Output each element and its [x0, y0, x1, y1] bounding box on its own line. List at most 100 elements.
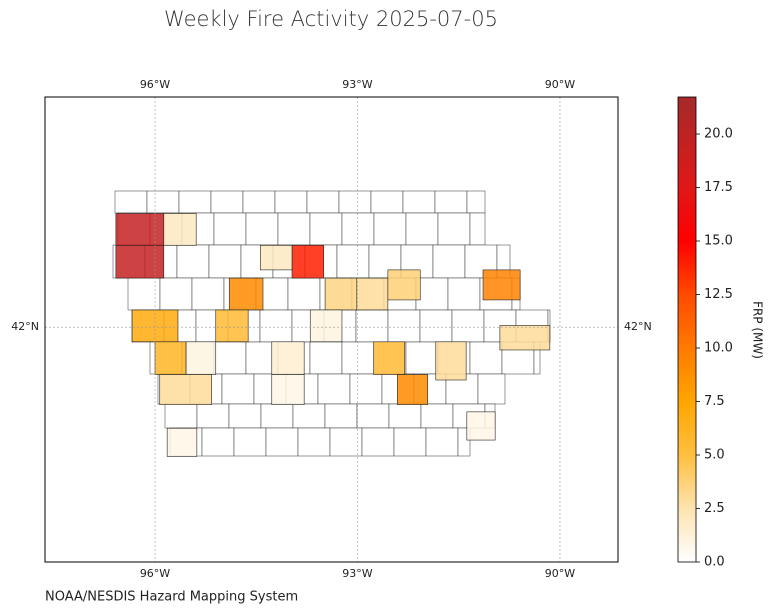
county: [402, 190, 436, 214]
x-tick-label: 90°W: [545, 567, 575, 580]
colorbar-tick-label: 20.0: [704, 127, 733, 142]
county: [373, 212, 407, 246]
colorbar-tick-label: 2.5: [704, 501, 725, 516]
fire-region: [166, 427, 198, 457]
colorbar-tick-label: 12.5: [704, 287, 733, 302]
county: [405, 212, 439, 246]
county: [242, 190, 276, 214]
x-tick-label: 96°W: [140, 78, 170, 91]
county: [233, 427, 267, 457]
county: [415, 277, 449, 311]
county: [338, 190, 372, 214]
county: [309, 341, 343, 375]
fire-region: [373, 341, 406, 375]
colorbar-tick-label: 15.0: [704, 234, 733, 249]
county: [324, 403, 358, 429]
county: [437, 212, 471, 246]
county: [393, 427, 427, 457]
county: [245, 212, 279, 246]
x-tick-label: 93°W: [342, 567, 372, 580]
fire-region: [228, 277, 264, 311]
county: [191, 277, 225, 311]
colorbar-tick-label: 7.5: [704, 394, 725, 409]
county: [213, 212, 247, 246]
county: [341, 212, 375, 246]
county: [341, 341, 375, 375]
county: [477, 373, 506, 405]
fire-region: [159, 374, 213, 405]
county: [228, 403, 262, 429]
colorbar-tick-label: 17.5: [704, 180, 733, 195]
fire-region: [309, 309, 343, 343]
county: [469, 212, 486, 246]
county: [265, 427, 299, 457]
county: [309, 212, 343, 246]
fire-region: [215, 309, 249, 343]
county: [178, 190, 212, 214]
source-note: NOAA/NESDIS Hazard Mapping System: [45, 590, 298, 605]
county: [466, 190, 486, 214]
county: [420, 403, 454, 429]
y-tick-label: 42°N: [624, 320, 652, 333]
map-layer: [45, 97, 618, 562]
county: [146, 190, 180, 214]
fire-region: [466, 411, 496, 441]
colorbar-tick-label: 0.0: [704, 555, 725, 570]
county: [221, 373, 255, 405]
county: [361, 427, 395, 457]
county: [260, 403, 294, 429]
x-tick-label: 93°W: [342, 78, 372, 91]
y-tick-label: 42°N: [11, 320, 39, 333]
fire-region: [115, 213, 165, 246]
x-tick-label: 90°W: [545, 78, 575, 91]
colorbar: [677, 96, 697, 563]
county: [201, 427, 235, 457]
county: [297, 427, 331, 457]
fire-region: [435, 341, 467, 381]
county: [370, 190, 404, 214]
county: [210, 190, 244, 214]
county: [274, 190, 308, 214]
county: [196, 403, 230, 429]
county: [127, 277, 161, 311]
county: [277, 212, 311, 246]
map-title: Weekly Fire Activity 2025-07-05: [164, 7, 498, 31]
county-grid: [112, 190, 551, 457]
fire-region: [259, 245, 293, 271]
county: [259, 309, 293, 343]
county: [208, 244, 242, 279]
county: [159, 277, 193, 311]
county: [447, 277, 481, 311]
fire-region: [499, 325, 551, 351]
county: [405, 341, 439, 375]
county: [469, 341, 503, 375]
fire-region: [271, 374, 305, 405]
colorbar-label: FRP (MW): [751, 301, 765, 359]
map-frame: [44, 96, 619, 563]
county: [387, 309, 421, 343]
county: [317, 373, 351, 405]
fire-region: [271, 341, 305, 375]
county: [388, 403, 422, 429]
county: [356, 403, 390, 429]
county: [451, 309, 485, 343]
colorbar-tick-label: 5.0: [704, 448, 725, 463]
fire-region: [482, 269, 521, 301]
fire-region: [356, 277, 389, 311]
county: [419, 309, 453, 343]
fire-region: [154, 341, 187, 375]
county: [336, 244, 370, 279]
fire-region: [387, 269, 421, 301]
fire-region: [163, 213, 197, 246]
county: [114, 190, 148, 214]
county: [349, 373, 383, 405]
fire-region: [185, 341, 217, 375]
county: [306, 190, 340, 214]
county: [164, 403, 198, 429]
county: [287, 277, 321, 311]
fire-region: [397, 374, 428, 405]
county: [434, 190, 468, 214]
county: [176, 244, 210, 279]
county: [292, 403, 326, 429]
